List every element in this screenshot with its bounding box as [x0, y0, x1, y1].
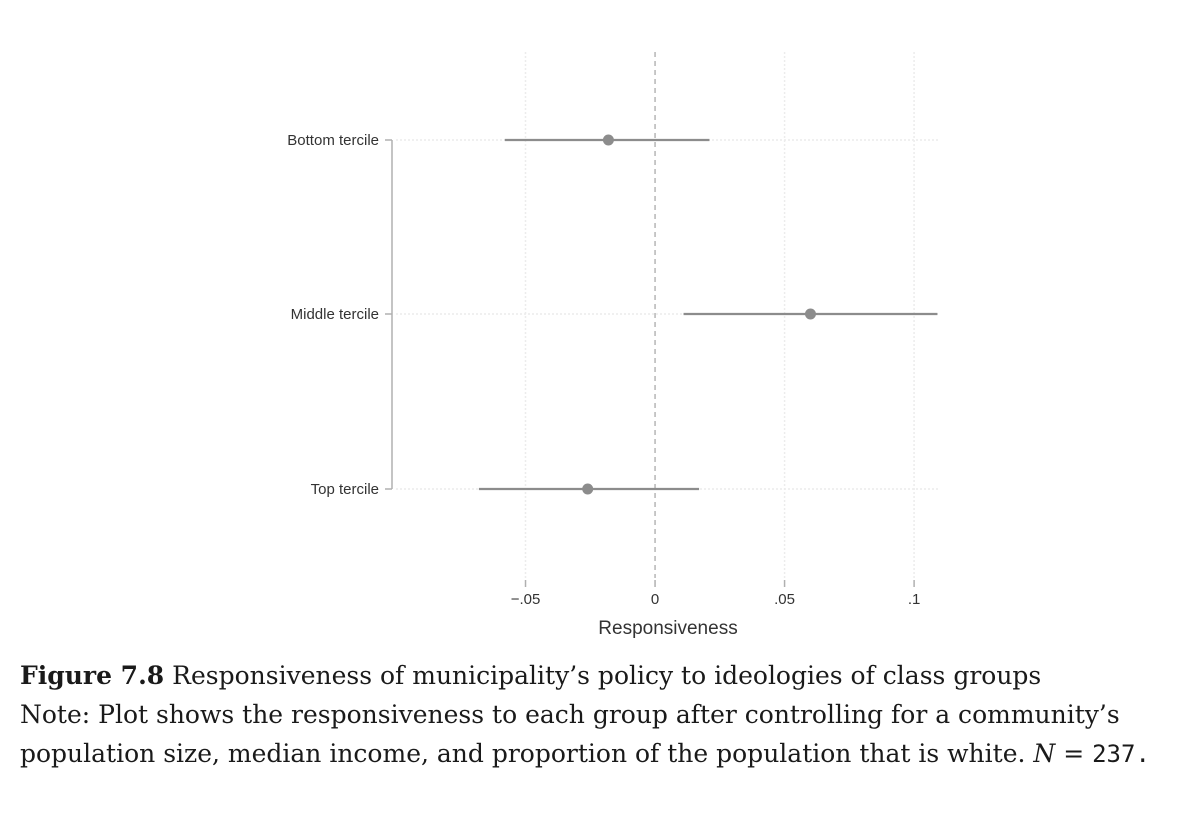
figure-label: Figure 7.8: [20, 661, 165, 690]
point-estimate: [602, 134, 614, 146]
figure-title: Responsiveness of municipality’s policy …: [172, 661, 1042, 690]
n-symbol: N: [1033, 739, 1056, 768]
n-value: 237: [1092, 740, 1136, 768]
y-tick-label: Top tercile: [311, 481, 379, 498]
marks-layer: [478, 134, 938, 495]
x-tick-label: .1: [908, 591, 921, 608]
x-tick-label: 0: [651, 591, 659, 608]
point-estimate: [582, 483, 594, 495]
axis-layer: Bottom tercile Middle tercile Top tercile −…: [287, 132, 920, 608]
coefficient-plot: Bottom tercile Middle tercile Top tercile −…: [287, 52, 940, 639]
n-equals: =: [1055, 739, 1093, 768]
x-axis-title: Responsiveness: [598, 618, 737, 639]
x-tick-label: −.05: [511, 591, 541, 608]
figure-caption: Figure 7.8 Responsiveness of municipalit…: [20, 656, 1185, 774]
x-tick-label: .05: [774, 591, 795, 608]
n-suffix: .: [1135, 740, 1150, 768]
point-estimate: [804, 308, 816, 320]
figure-note: Note: Plot shows the responsiveness to e…: [20, 700, 1120, 768]
y-tick-label: Middle tercile: [291, 306, 379, 323]
y-tick-label: Bottom tercile: [287, 132, 379, 149]
